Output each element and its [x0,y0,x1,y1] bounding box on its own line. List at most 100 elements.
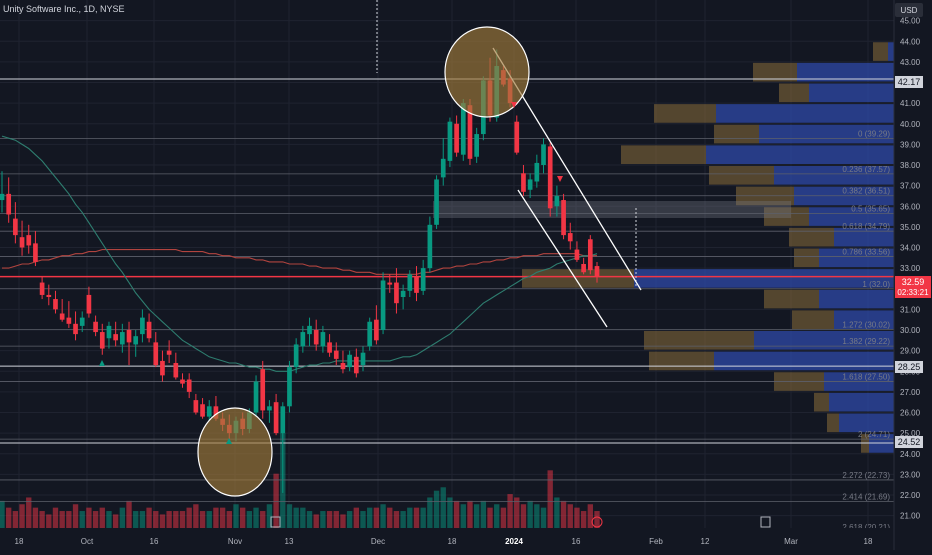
volume-bar [159,514,166,528]
volume-bar [26,497,32,528]
volume-bar [179,511,186,528]
time-tick-label: Nov [228,537,242,546]
candle-body [146,321,152,339]
chart-title: Unity Software Inc., 1D, NYSE [3,4,125,14]
volume-profile-up [644,331,754,350]
price-badges: 42.17 32.59 02:33:21 28.25 24.52 [895,76,931,448]
volume-bar [92,511,99,528]
candle-body [33,243,38,262]
volume-bar [32,507,39,528]
candle-body [333,350,339,359]
volume-profile-up [522,269,634,288]
fib-level-label: 0.618 (34.79) [842,222,890,231]
bottom-highlight-circle [197,407,273,497]
candle-body [327,342,332,353]
candle-body [99,332,105,349]
volume-bar [326,511,333,528]
volume-bar [72,504,79,528]
drawings[interactable] [99,0,642,497]
price-tick-label: 29.00 [900,347,921,356]
volume-bar [514,497,520,528]
volume-profile-down [809,207,894,226]
volume-profile-down [888,42,894,61]
time-tick-label: Mar [784,537,798,546]
top-highlight-circle [444,26,530,118]
volume-bar [340,514,346,528]
volume-bar [226,511,232,528]
currency-button[interactable] [895,3,923,17]
fib-level-label: 0.236 (37.57) [842,165,890,174]
down-arrow-marker [511,102,517,108]
candle-body [420,268,426,291]
volume-bar [353,507,359,528]
time-tick-label: 18 [448,537,457,546]
volume-profile-up [814,392,829,412]
candle-body [307,325,312,335]
candle-body [126,330,132,343]
volume-bar [320,511,326,528]
candle-body [521,173,526,192]
volume-bar [440,487,446,528]
candle-body [594,266,600,277]
price-tick-label: 38.00 [900,161,921,170]
level-badge-c-text: 24.52 [898,437,921,447]
price-tick-label: 39.00 [900,140,921,149]
candle-body [427,224,433,269]
candle-body [534,162,540,182]
fib-level-label: 1.618 (27.50) [842,373,890,382]
candle-body [447,121,453,161]
volume-bar [433,490,440,528]
event-icons[interactable] [270,516,771,528]
volume-bar [52,507,59,528]
time-axis[interactable]: 18 Oct 16 Nov 13 Dec 18 2024 16 Feb 12 Mar 18 [0,528,894,550]
volume-bar [380,504,386,528]
candle-body [574,249,580,260]
volume-bar [427,497,433,528]
volume-bar [420,507,426,528]
candle-body [340,363,346,370]
price-axis[interactable]: 21.0022.0023.0024.0025.0026.0027.0028.00… [893,0,932,550]
price-tick-label: 21.00 [900,512,921,521]
volume-bar [554,497,560,528]
volume-bar [79,511,85,528]
volume-bar [213,507,219,528]
price-tick-label: 25.00 [900,429,921,438]
candle-body [213,406,219,419]
candle-body [160,360,165,376]
time-tick-label: 12 [701,537,710,546]
candle-body [73,323,78,335]
volume-profile-down [706,145,894,164]
volume-profile-down [716,104,894,123]
candle-body [313,330,319,345]
candle-body [0,193,5,201]
volume-bars [0,433,600,528]
volume-profile-down [834,227,894,247]
candle-body [407,274,413,291]
volume-bar [360,511,366,528]
level-badge-b-text: 28.25 [898,362,921,372]
volume-bar [286,504,293,528]
volume-bar [199,511,206,528]
volume-profile-down [819,289,894,309]
volume-bar [480,500,487,528]
price-tick-label: 40.00 [900,120,921,129]
resistance-zone[interactable] [433,201,791,218]
fib-level-label: 2 (24.71) [858,430,890,439]
candle-body [119,332,125,345]
fib-level-label: 2.618 (20.21) [842,523,890,532]
candle-body [300,332,306,347]
volume-bar [387,507,393,528]
volume-bar [6,507,12,528]
volume-bar [587,504,593,528]
candle-body [19,237,25,248]
volume-bar [193,504,199,528]
horizontal-levels[interactable] [0,78,894,444]
time-tick-label: 16 [572,537,581,546]
candle-body [53,299,58,310]
candle-body [320,332,326,347]
price-tick-label: 34.00 [900,244,921,253]
candle-body [454,123,459,153]
volume-bar [166,511,172,528]
